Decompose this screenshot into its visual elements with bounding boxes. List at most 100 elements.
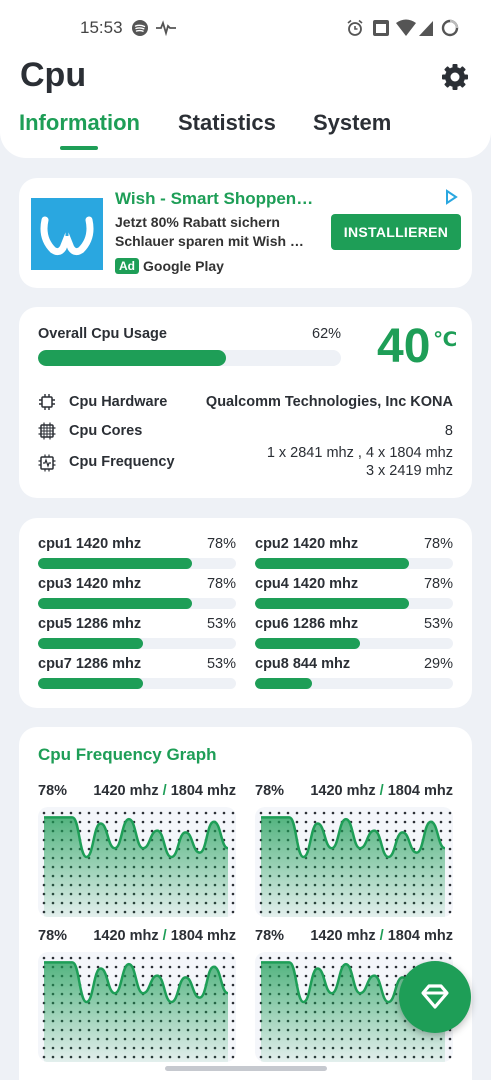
cpu-cores-label: Cpu Cores — [69, 423, 143, 439]
frequency-graph-svg — [42, 811, 235, 917]
ad-card[interactable]: Wish - Smart Shoppen… Jetzt 80% Rabatt s… — [19, 178, 472, 288]
core-percent-cpu4: 78% — [423, 576, 453, 592]
volte-icon — [372, 19, 390, 42]
graph-area — [44, 962, 228, 1062]
graph-current-frequency: 1420 mhz — [310, 928, 376, 944]
core-percent-cpu1: 78% — [206, 536, 236, 552]
graph-header-3: 78% 1420 mhz / 1804 mhz — [38, 928, 236, 944]
core-bar-cpu7 — [38, 678, 236, 689]
cpu-frequency-label: Cpu Frequency — [69, 454, 175, 470]
graph-area — [261, 817, 445, 917]
graph-line — [261, 816, 446, 859]
temperature-value: 40 — [377, 320, 431, 373]
page-title: Cpu — [20, 56, 87, 94]
core-percent-cpu6: 53% — [423, 616, 453, 632]
spotify-icon — [131, 19, 149, 42]
core-bar-fill-cpu7 — [38, 678, 143, 689]
graph-line — [44, 816, 229, 859]
graph-separator: / — [158, 928, 171, 944]
graph-max-frequency: 1804 mhz — [387, 928, 453, 944]
active-tab-indicator — [60, 146, 98, 150]
core-bar-fill-cpu5 — [38, 638, 143, 649]
core-label-cpu8: cpu8 844 mhz — [255, 656, 351, 672]
core-label-cpu3: cpu3 1420 mhz — [38, 576, 142, 592]
battery-icon — [441, 19, 459, 42]
ad-text-line-2: Schlauer sparen mit Wish … — [115, 233, 304, 249]
overall-usage-label: Overall Cpu Usage — [38, 326, 167, 342]
graph-current-frequency: 1420 mhz — [93, 928, 159, 944]
tab-statistics[interactable]: Statistics — [178, 110, 276, 135]
core-bar-cpu5 — [38, 638, 236, 649]
cpu-cores-card: cpu1 1420 mhz 78% cpu2 1420 mhz 78% cpu3 142… — [19, 518, 472, 708]
status-time: 15:53 — [80, 18, 123, 37]
chip-icon — [38, 393, 56, 411]
graph-header-2: 78% 1420 mhz / 1804 mhz — [255, 783, 453, 799]
ad-choices-icon[interactable] — [443, 189, 459, 205]
core-bar-cpu2 — [255, 558, 453, 569]
core-label-cpu5: cpu5 1286 mhz — [38, 616, 142, 632]
premium-fab-button[interactable] — [399, 961, 471, 1033]
wish-logo — [31, 198, 103, 270]
graph-title: Cpu Frequency Graph — [38, 745, 217, 764]
graph-max-frequency: 1804 mhz — [170, 928, 236, 944]
ad-store-name: Google Play — [143, 258, 224, 274]
graph-separator: / — [375, 928, 388, 944]
overall-usage-percent: 62% — [312, 326, 342, 342]
core-percent-cpu7: 53% — [206, 656, 236, 672]
graph-current-frequency: 1420 mhz — [310, 783, 376, 799]
activity-icon — [155, 19, 177, 42]
graph-frequency: 1420 mhz / 1804 mhz — [93, 783, 236, 799]
core-percent-cpu8: 29% — [423, 656, 453, 672]
cpu-hardware-value: Qualcomm Technologies, Inc KONA — [205, 394, 453, 410]
core-label-cpu6: cpu6 1286 mhz — [255, 616, 359, 632]
wifi-icon — [396, 19, 416, 42]
core-bar-cpu6 — [255, 638, 453, 649]
diamond-icon — [421, 984, 449, 1009]
cpu-overview-card: Overall Cpu Usage 62% 40 ℃ Cpu Hardware … — [19, 307, 472, 498]
graph-percent: 78% — [255, 783, 285, 799]
settings-gear-icon[interactable] — [440, 62, 470, 92]
core-bar-cpu1 — [38, 558, 236, 569]
core-percent-cpu2: 78% — [423, 536, 453, 552]
core-label-cpu4: cpu4 1420 mhz — [255, 576, 359, 592]
install-button[interactable]: INSTALLIEREN — [331, 214, 461, 250]
cpu-cores-value: 8 — [444, 423, 453, 439]
graph-frequency: 1420 mhz / 1804 mhz — [310, 928, 453, 944]
cpu-frequency-value-2: 3 x 2419 mhz — [365, 463, 453, 479]
core-bar-cpu8 — [255, 678, 453, 689]
graph-percent: 78% — [255, 928, 285, 944]
core-bar-cpu3 — [38, 598, 236, 609]
gesture-home-bar[interactable] — [165, 1066, 327, 1071]
ad-title[interactable]: Wish - Smart Shoppen… — [115, 189, 314, 208]
tab-bar: Information Statistics System — [0, 110, 491, 150]
frequency-icon — [38, 454, 56, 472]
graph-percent: 78% — [38, 783, 68, 799]
overall-usage-bar-fill — [38, 350, 226, 366]
cores-icon — [38, 422, 56, 440]
overall-usage-bar — [38, 350, 341, 366]
temperature-unit: ℃ — [433, 329, 458, 351]
frequency-graph-1 — [38, 807, 236, 917]
alarm-icon — [346, 19, 364, 42]
ad-text-line-1: Jetzt 80% Rabatt sichern — [115, 214, 280, 230]
graph-header-1: 78% 1420 mhz / 1804 mhz — [38, 783, 236, 799]
graph-max-frequency: 1804 mhz — [387, 783, 453, 799]
graph-current-frequency: 1420 mhz — [93, 783, 159, 799]
graph-line — [44, 961, 229, 1004]
graph-area — [261, 962, 445, 1062]
tab-information[interactable]: Information — [19, 110, 140, 135]
core-bar-fill-cpu4 — [255, 598, 410, 609]
core-label-cpu7: cpu7 1286 mhz — [38, 656, 142, 672]
tab-system[interactable]: System — [313, 110, 392, 135]
frequency-graph-svg — [42, 956, 235, 1062]
graph-percent: 78% — [38, 928, 68, 944]
cpu-frequency-value-1: 1 x 2841 mhz , 4 x 1804 mhz — [266, 445, 453, 461]
graph-header-4: 78% 1420 mhz / 1804 mhz — [255, 928, 453, 944]
core-bar-fill-cpu8 — [255, 678, 313, 689]
frequency-graph-3 — [38, 952, 236, 1062]
core-bar-fill-cpu1 — [38, 558, 193, 569]
graph-frequency: 1420 mhz / 1804 mhz — [93, 928, 236, 944]
graph-separator: / — [158, 783, 171, 799]
core-bar-fill-cpu3 — [38, 598, 193, 609]
core-bar-fill-cpu6 — [255, 638, 360, 649]
